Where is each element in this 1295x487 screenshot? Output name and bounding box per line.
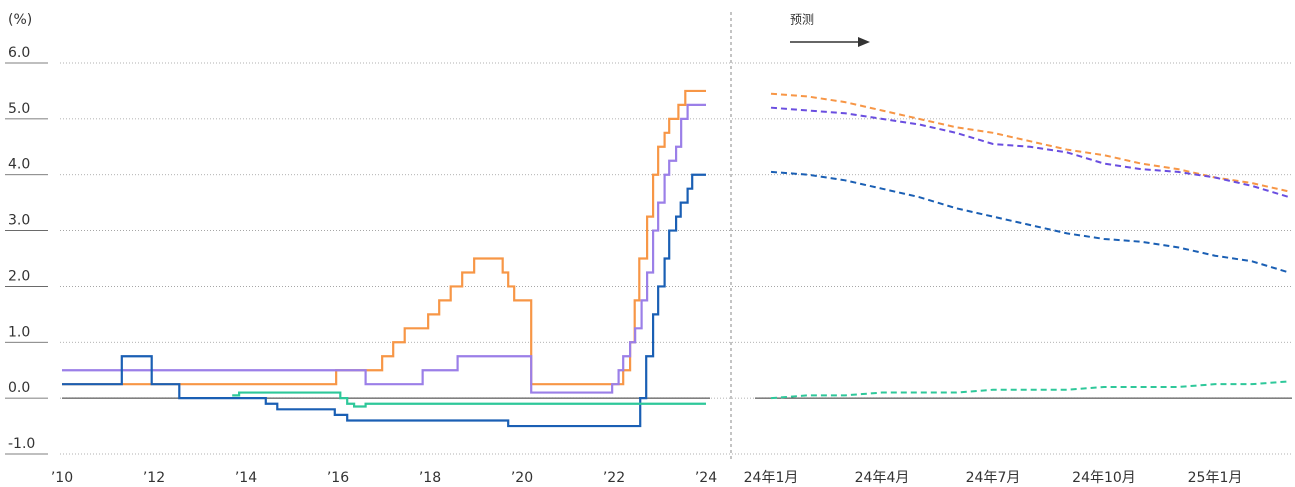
x-tick-label: 24年7月: [966, 470, 1021, 486]
x-tick-label: ’22: [603, 470, 625, 486]
y-tick-label: 6.0: [8, 45, 30, 61]
forecast-line: [770, 380, 1290, 400]
y-tick-label: 4.0: [8, 157, 30, 173]
rate-line: [62, 103, 706, 394]
y-unit-label: (%): [8, 12, 32, 28]
forecast-arrow-head: [858, 37, 870, 47]
x-tick-label: ’16: [327, 470, 349, 486]
x-tick-label: 25年1月: [1188, 470, 1243, 486]
x-tick-label: 24年1月: [744, 470, 799, 486]
forecast-line: [770, 170, 1290, 274]
x-tick-label: ’10: [51, 470, 73, 486]
x-tick-label: ’20: [511, 470, 533, 486]
y-tick-label: 2.0: [8, 268, 30, 284]
y-tick-label: 0.0: [8, 380, 30, 396]
y-tick-label: 3.0: [8, 213, 30, 229]
rate-line: [232, 391, 706, 408]
x-tick-label: ’14: [235, 470, 257, 486]
rate-line: [62, 89, 706, 386]
x-tick-label: 24年4月: [855, 470, 910, 486]
y-tick-label: 5.0: [8, 101, 30, 117]
forecast-line: [770, 92, 1290, 193]
forecast-line: [770, 106, 1290, 199]
x-tick-label: ’18: [419, 470, 441, 486]
rate-line: [62, 173, 706, 428]
x-tick-label: ’24: [695, 470, 717, 486]
y-tick-label: 1.0: [8, 324, 30, 340]
y-tick-label: -1.0: [8, 436, 35, 452]
x-tick-label: ’12: [143, 470, 165, 486]
forecast-label: 预测: [790, 13, 814, 27]
x-tick-label: 24年10月: [1072, 470, 1136, 486]
